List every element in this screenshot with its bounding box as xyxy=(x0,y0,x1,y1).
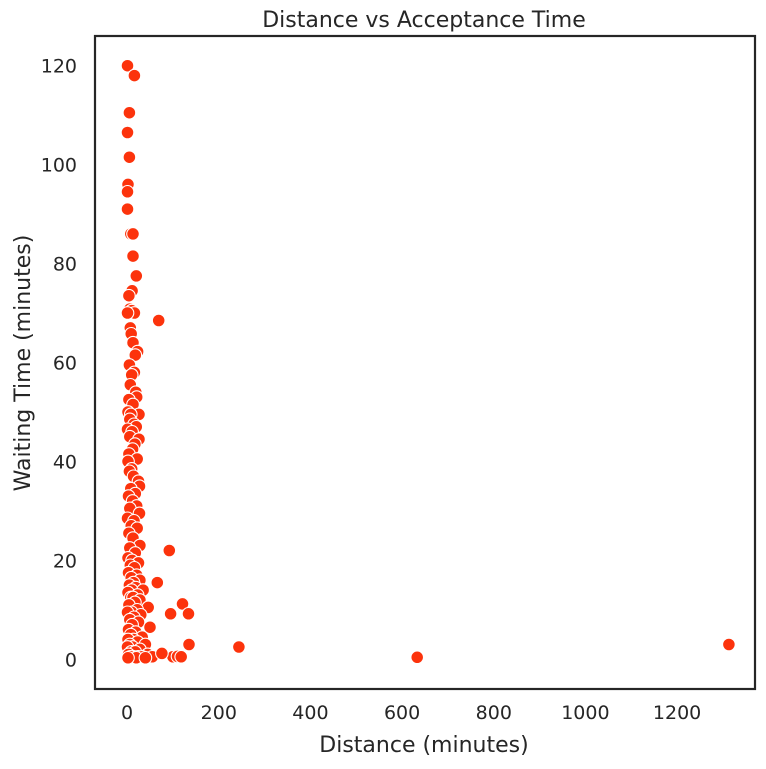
x-tick-label: 200 xyxy=(201,702,237,724)
data-point xyxy=(155,646,169,661)
data-point xyxy=(232,640,246,654)
x-tick-label: 1000 xyxy=(561,702,609,724)
y-tick-label: 0 xyxy=(65,649,77,671)
data-point xyxy=(722,637,736,652)
x-axis-label: Distance (minutes) xyxy=(319,733,528,758)
x-tick-label: 600 xyxy=(384,702,420,724)
data-point xyxy=(121,650,135,665)
y-tick-label: 40 xyxy=(53,451,77,473)
data-point xyxy=(120,125,135,140)
x-tick-label: 800 xyxy=(476,702,512,724)
data-point xyxy=(120,202,135,216)
data-point xyxy=(120,184,135,199)
data-point xyxy=(120,58,135,73)
y-tick-label: 120 xyxy=(41,56,77,78)
data-point xyxy=(174,649,189,664)
data-point xyxy=(122,105,137,120)
chart-title: Distance vs Acceptance Time xyxy=(262,8,586,33)
x-tick-label: 0 xyxy=(121,702,133,724)
plot-frame xyxy=(93,34,757,691)
data-point xyxy=(143,620,157,635)
x-tick-label: 400 xyxy=(292,702,328,724)
points-layer xyxy=(120,58,736,665)
data-point xyxy=(410,650,425,665)
data-point xyxy=(151,313,166,328)
data-point xyxy=(181,606,196,621)
data-point xyxy=(122,288,136,303)
data-point xyxy=(129,269,144,283)
y-tick-label: 100 xyxy=(41,155,77,177)
data-point xyxy=(162,543,177,558)
ticks-layer: 0 200 400 600 800 1000 1200 0 20 40 60 80 100 120 xyxy=(41,56,702,724)
y-axis-label: Waiting Time (minutes) xyxy=(11,235,36,492)
data-point xyxy=(182,637,196,652)
y-tick-label: 80 xyxy=(53,254,77,276)
x-tick-label: 1200 xyxy=(653,702,701,724)
data-point xyxy=(126,249,140,263)
data-point xyxy=(127,68,142,83)
y-tick-label: 20 xyxy=(53,550,77,572)
data-point xyxy=(138,650,153,665)
data-point xyxy=(126,227,140,241)
y-tick-label: 60 xyxy=(53,353,77,375)
data-point xyxy=(175,597,190,611)
data-point xyxy=(150,575,165,590)
data-point xyxy=(120,306,135,320)
data-point xyxy=(128,348,143,362)
data-point xyxy=(122,150,137,165)
data-point xyxy=(163,606,178,621)
